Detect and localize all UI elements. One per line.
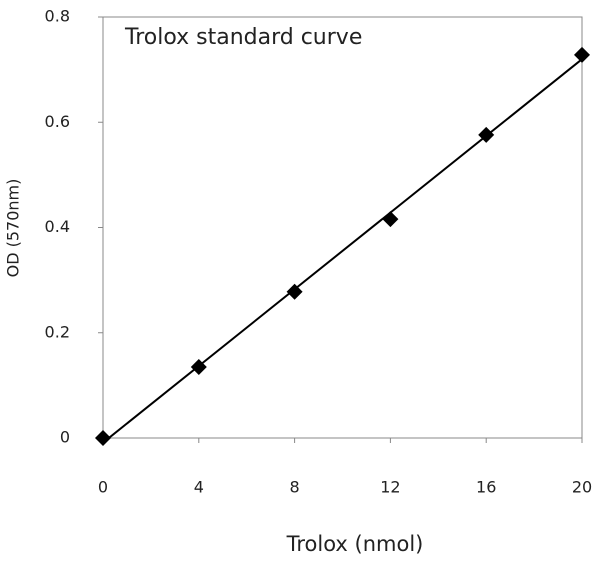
x-axis-label: Trolox (nmol) <box>286 532 424 556</box>
marker <box>286 283 303 300</box>
x-tick-label: 20 <box>572 478 592 497</box>
y-tick-label: 0.8 <box>45 7 70 26</box>
marker <box>478 126 495 143</box>
x-tick-label: 0 <box>98 478 108 497</box>
x-tick-label: 8 <box>290 478 300 497</box>
y-tick-label: 0.4 <box>45 217 70 236</box>
marker <box>382 211 399 228</box>
x-tick-label: 4 <box>194 478 204 497</box>
y-axis-label: OD (570nm) <box>4 179 23 278</box>
marker <box>95 430 111 446</box>
y-tick-label: 0.2 <box>45 322 70 341</box>
marker <box>190 358 207 375</box>
x-tick-label: 16 <box>476 478 496 497</box>
y-tick-label: 0.6 <box>45 112 70 131</box>
marker <box>574 46 590 63</box>
trendline <box>102 58 583 444</box>
plot-frame <box>102 16 583 439</box>
chart-title: Trolox standard curve <box>124 25 362 50</box>
y-tick-label: 0 <box>60 428 70 447</box>
x-tick-label: 12 <box>380 478 400 497</box>
